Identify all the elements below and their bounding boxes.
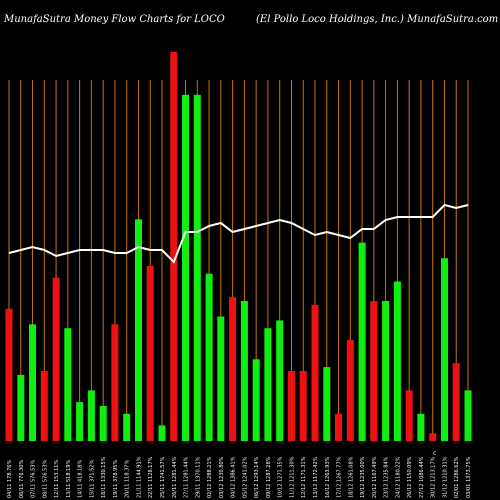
x-tick-label: 06/11 776.30%: [19, 460, 25, 498]
x-tick-label: 09/12 1287.28%: [266, 456, 272, 498]
bar: [335, 413, 342, 441]
x-tick-label: 11/12 1211.30%: [289, 456, 295, 498]
x-tick-label: 08/11 576.53%: [42, 460, 48, 498]
bar: [323, 367, 331, 441]
bar: [252, 359, 260, 441]
bar: [452, 363, 460, 441]
bar: [264, 328, 272, 441]
bar: [76, 402, 84, 441]
x-tick-label: 29/11 1370.11%: [195, 456, 201, 498]
bar: [417, 413, 425, 441]
bar: [464, 390, 472, 441]
x-tick-label: 31/12 1210.31%: [442, 456, 448, 498]
bar: [40, 371, 48, 441]
x-tick-label: 13/11 518.19%: [66, 460, 72, 498]
bar: [288, 371, 295, 441]
x-tick-label: 10/12 1271.35%: [278, 456, 284, 498]
bar: [393, 281, 401, 441]
x-tick-label: 23/12 1235.84%: [384, 456, 390, 498]
x-tick-label: 13/12 1172.42%: [313, 456, 319, 498]
bar: [193, 94, 201, 442]
bar: [276, 320, 284, 441]
bar: [311, 304, 319, 441]
bar: [217, 316, 225, 441]
bar: [358, 242, 366, 441]
x-tick-label: 17/12 1267.77%: [337, 456, 343, 498]
bar: [87, 390, 95, 441]
bar: [182, 94, 189, 442]
x-tick-label: 04/12 1386.41%: [231, 456, 237, 498]
x-tick-label: 27/12 1086.44%: [419, 456, 425, 498]
bar: [158, 425, 166, 441]
x-tick-label: 03/12 1230.80%: [219, 456, 225, 498]
bar: [229, 297, 237, 441]
x-tick-label: 26/12 1150.09%: [407, 456, 413, 498]
x-tick-label: 22/11 1128.17%: [148, 456, 154, 498]
bar: [17, 374, 25, 441]
bar: [123, 413, 131, 441]
x-tick-label: 30/12 1213.17%: [431, 456, 437, 498]
bar: [299, 371, 307, 441]
bar: [5, 308, 13, 441]
bar: [346, 339, 354, 441]
x-tick-label: 05/12 1241.02%: [242, 456, 248, 498]
bar: [135, 219, 142, 441]
x-tick-label: 12/12 1171.31%: [301, 456, 307, 498]
bar: [99, 406, 107, 441]
bar: [146, 265, 154, 441]
x-tick-label: 02/01 1286.62%: [454, 456, 460, 498]
money-flow-line: [8, 203, 469, 264]
bar: [382, 301, 390, 441]
x-tick-label: 18/12 1261.08%: [348, 456, 354, 498]
x-tick-label: 25/11 1741.57%: [160, 456, 166, 498]
bar: [170, 52, 178, 441]
bar: [441, 258, 448, 441]
bar: [29, 324, 36, 441]
x-tick-label: 02/12 1288.21%: [207, 456, 213, 498]
x-tick-label: 18/11 1330.15%: [101, 456, 107, 498]
x-tick-label: 04/11 178.76%: [7, 460, 13, 498]
x-tick-label: 14/11 418.18%: [78, 460, 84, 498]
bar: [405, 390, 413, 441]
bar: [205, 273, 213, 441]
bar: [52, 277, 60, 441]
bar: [111, 324, 119, 441]
x-tick-label: 16/12 1263.93%: [325, 456, 331, 498]
x-tick-label: 21/11 1144.91%: [136, 456, 142, 498]
x-tick-label: 20/11 118.37%: [125, 460, 131, 498]
bar: [370, 301, 378, 441]
x-tick-label: 20/12 1167.49%: [372, 456, 378, 498]
x-tick-label: 07/11 576.53%: [31, 460, 37, 498]
chart-title-left: MunafaSutra Money Flow Charts for LOCO: [4, 14, 225, 25]
bar: [429, 433, 437, 441]
x-tick-label: 15/11 371.52%: [89, 460, 95, 498]
bar: [240, 301, 248, 441]
x-tick-label: 06/12 1293.14%: [254, 456, 260, 498]
x-tick-label: 19/11 378.95%: [113, 460, 119, 498]
x-tick-label: 26/11 1281.44%: [172, 456, 178, 498]
x-tick-label: 19/12 1235.00%: [360, 456, 366, 498]
x-tick-label: 03/01 1373.75%: [466, 456, 472, 498]
x-tick-label: 12/11 153.11%: [54, 460, 60, 498]
bar: [64, 328, 72, 441]
note-label: c: [433, 450, 436, 457]
x-tick-label: 24/12 1180.22%: [395, 456, 401, 498]
x-tick-label: 27/11 1281.44%: [184, 456, 190, 498]
chart-title-right: (El Pollo Loco Holdings, Inc.) MunafaSut…: [256, 14, 499, 25]
